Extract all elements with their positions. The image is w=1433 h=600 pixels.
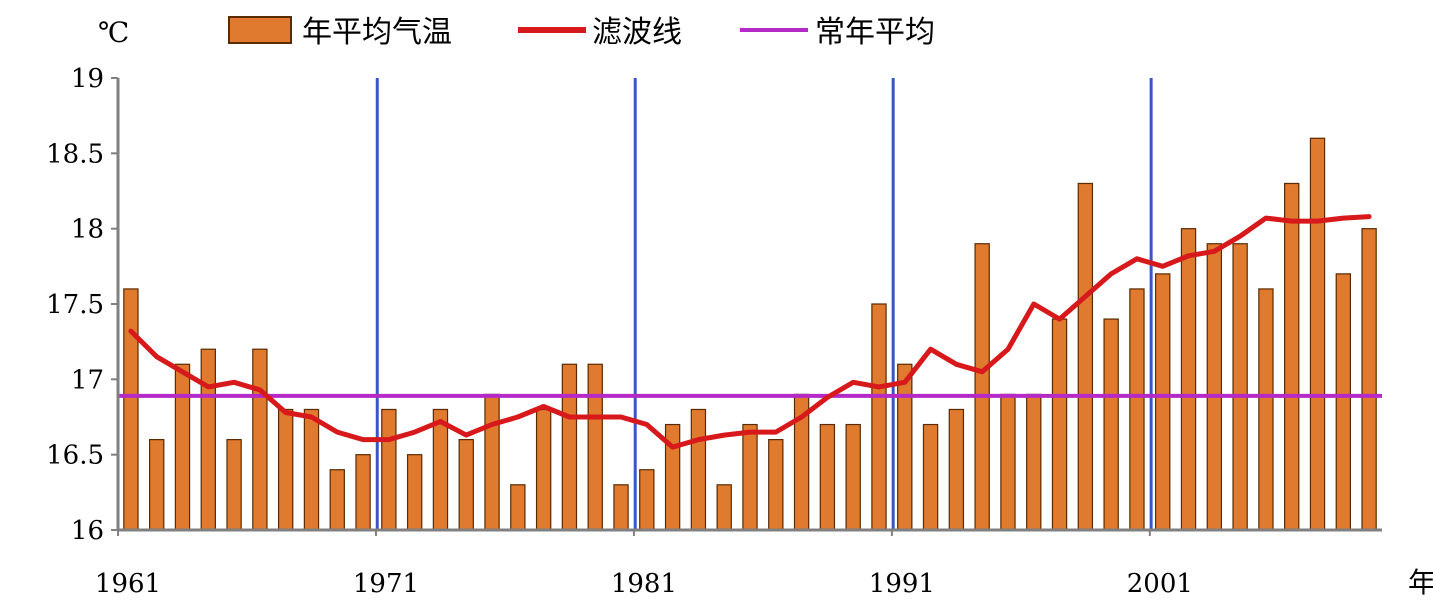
temperature-bar — [277, 408, 294, 531]
legend-mean-label: 常年平均 — [815, 15, 935, 50]
temperature-bar — [561, 363, 578, 531]
temperature-bar — [845, 423, 861, 531]
temperature-bar — [922, 423, 939, 531]
decade-dividers — [375, 78, 1153, 530]
temperature-bar — [742, 423, 758, 531]
temperature-bar — [1000, 393, 1016, 531]
x-tick-label: 1981 — [611, 569, 677, 599]
temperature-bar — [329, 469, 345, 531]
legend-bar-label: 年平均气温 — [302, 15, 452, 50]
y-tick-label: 18 — [71, 215, 104, 245]
y-axis-ticks: 16 16.5 17 17.5 18 18.5 19 — [46, 64, 118, 546]
temperature-bar — [226, 439, 242, 531]
temperature-bar — [252, 348, 268, 531]
temperature-bar — [1129, 288, 1145, 531]
temperature-bar — [535, 408, 552, 531]
y-tick-label: 16 — [71, 516, 104, 546]
x-tick-label: 1991 — [869, 569, 935, 599]
x-tick-label: 2001 — [1127, 569, 1193, 599]
temperature-bar — [587, 363, 603, 531]
filter-line-group — [128, 214, 1372, 450]
y-tick-label: 17.5 — [46, 290, 104, 320]
temperature-bar — [871, 303, 887, 531]
temperature-bar — [948, 408, 965, 531]
temperature-bar — [1155, 273, 1171, 531]
temperature-bar — [1284, 182, 1300, 531]
temperature-bar — [819, 423, 836, 531]
temperature-bar — [1335, 273, 1352, 531]
x-tick-label: 1971 — [353, 569, 419, 599]
temperature-bar — [200, 348, 216, 531]
legend: 年平均气温 滤波线 常年平均 — [228, 15, 935, 50]
temperature-bar — [1232, 243, 1248, 531]
temperature-bar — [432, 408, 449, 531]
y-tick-label: 17 — [71, 365, 104, 395]
temperature-bar — [303, 408, 320, 531]
temperature-bar — [149, 439, 165, 531]
temperature-bar — [897, 363, 913, 531]
temperature-bar — [123, 288, 139, 531]
temperature-bar — [768, 439, 784, 531]
temperature-bar — [1309, 137, 1326, 531]
y-tick-label: 16.5 — [46, 441, 104, 471]
temperature-bar — [716, 484, 732, 531]
axes — [116, 78, 1382, 532]
temperature-bar — [484, 393, 500, 531]
temperature-bar — [639, 469, 655, 531]
y-tick-label: 18.5 — [46, 139, 104, 169]
x-tick-label: 1961 — [95, 569, 161, 599]
temperature-bar — [1180, 228, 1197, 531]
x-axis-ticks: 1961 1971 1981 1991 2001 — [95, 530, 1193, 599]
temperature-bar — [458, 439, 474, 531]
temperature-bar — [974, 243, 990, 531]
y-tick-label: 19 — [71, 64, 104, 94]
y-unit-label: ℃ — [98, 16, 129, 49]
legend-filter-label: 滤波线 — [592, 15, 682, 50]
temperature-bar — [1077, 182, 1094, 531]
temperature-bar — [1026, 393, 1042, 531]
x-unit-label: 年 — [1408, 566, 1433, 599]
temperature-bar — [510, 484, 526, 531]
temperature-bar — [613, 484, 629, 531]
temperature-bar — [406, 454, 423, 531]
filter-line — [128, 214, 1372, 450]
bar-series — [123, 137, 1377, 531]
temperature-bar — [1361, 228, 1377, 531]
temperature-bar — [381, 408, 397, 531]
temperature-bar — [1258, 288, 1274, 531]
legend-bar-swatch — [228, 16, 292, 44]
temperature-bar — [355, 454, 371, 531]
temperature-bar — [1206, 243, 1223, 531]
temperature-bar — [690, 408, 707, 531]
temperature-bar — [1051, 318, 1068, 531]
temperature-bar — [1103, 318, 1119, 531]
temperature-bar — [174, 363, 191, 531]
